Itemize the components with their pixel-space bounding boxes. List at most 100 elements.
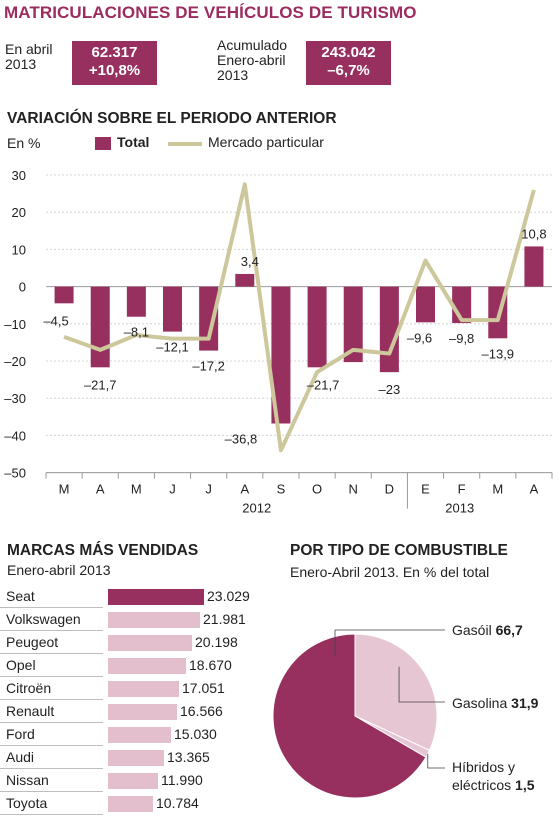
x-tick-label: S: [277, 482, 286, 497]
brand-name: Citroën: [6, 680, 52, 696]
bar-data-label: –4,5: [43, 313, 68, 328]
brand-row: Opel 18.670: [0, 654, 250, 677]
x-tick-label: O: [312, 482, 322, 497]
fuel-chart-title: POR TIPO DE COMBUSTIBLE: [290, 542, 508, 559]
brand-bar: [108, 635, 192, 651]
fuel-pie-chart: [272, 629, 445, 799]
pie-slice-gasoil: [272, 633, 427, 799]
x-tick-label: A: [240, 482, 249, 497]
brand-row: Nissan 11.990: [0, 769, 250, 792]
pie-label-value: 31,9: [511, 695, 539, 711]
kpi-april-label: En abril 2013: [5, 42, 52, 72]
pie-slice-gasolina: [354, 633, 438, 751]
bar-data-label: –9,6: [407, 330, 432, 345]
kpi-label-line: 2013: [5, 56, 37, 72]
legend-total-label: Total: [117, 134, 150, 150]
bar-data-label: –17,2: [192, 359, 225, 374]
variation-chart: –4,5 –21,7 –8,1 –12,1–17,2 3,4 –36,8 –21,7 –23 –…: [4, 168, 553, 516]
brand-row: Ford 15.030: [0, 723, 250, 746]
kpi-april-change: +10,8%: [88, 62, 141, 79]
pie-label-value: 1,5: [515, 777, 535, 793]
y-tick-label: 30: [12, 168, 26, 183]
brand-bar: [108, 773, 158, 789]
bar-data-label: –12,1: [156, 340, 189, 355]
x-tick-label: E: [421, 482, 430, 497]
bar-total: [271, 286, 291, 424]
kpi-ytd-label: Acumulado Enero-abril 2013: [217, 38, 287, 83]
brand-bar: [108, 589, 204, 605]
pie-leader-line: [334, 629, 445, 656]
x-tick-label: M: [492, 482, 503, 497]
brand-separator: [0, 791, 103, 792]
bar-total: [343, 286, 363, 363]
year-label: 2013: [445, 501, 474, 516]
brand-value: 21.981: [203, 611, 246, 627]
brand-name: Audi: [6, 749, 35, 765]
x-tick-label: M: [59, 482, 70, 497]
brand-value: 20.198: [195, 634, 238, 650]
brand-row: Seat 23.029: [0, 585, 250, 608]
y-tick-label: –10: [4, 317, 26, 332]
x-tick-label: J: [205, 482, 212, 497]
pie-label-gasolina: Gasolina 31,9: [452, 695, 538, 711]
y-tick-label: 0: [19, 280, 26, 295]
brand-bar: [108, 750, 164, 766]
brand-bar: [108, 796, 153, 812]
pie-label-value: 66,7: [495, 622, 523, 638]
bar-data-label: –8,1: [124, 325, 149, 340]
kpi-label-line: En abril: [5, 41, 53, 57]
brand-separator: [0, 676, 103, 677]
pie-label-name: Gasolina: [452, 695, 508, 711]
kpi-label-line: Acumulado: [217, 37, 288, 53]
y-tick-label: –20: [4, 354, 26, 369]
page-title: MATRICULACIONES DE VEHÍCULOS DE TURISMO: [4, 3, 417, 22]
brands-chart-title: MARCAS MÁS VENDIDAS: [7, 542, 199, 559]
brand-row: Volkswagen 21.981: [0, 608, 250, 631]
x-tick-label: N: [349, 482, 358, 497]
brand-name: Peugeot: [6, 634, 59, 650]
x-tick-label: A: [96, 482, 105, 497]
brand-separator: [0, 722, 103, 723]
bar-total: [199, 286, 219, 351]
y-tick-label: –40: [4, 428, 26, 443]
y-tick-label: 20: [12, 205, 26, 220]
brand-name: Toyota: [6, 795, 48, 811]
bar-data-label: –13,9: [482, 346, 515, 361]
x-tick-label: J: [169, 482, 176, 497]
brand-row: Citroën 17.051: [0, 677, 250, 700]
bar-data-label: –36,8: [225, 431, 258, 446]
bar-total: [416, 286, 435, 323]
brand-name: Seat: [6, 588, 35, 604]
brand-row: Audi 13.365: [0, 746, 250, 769]
bar-total: [163, 286, 182, 332]
x-tick-label: M: [131, 482, 142, 497]
bar-total: [524, 246, 544, 287]
brand-value: 13.365: [167, 749, 210, 765]
brand-separator: [0, 814, 103, 815]
brand-separator: [0, 653, 103, 654]
brand-bar: [108, 704, 177, 720]
pie-label-gasoil: Gasóil 66,7: [452, 622, 523, 638]
bar-total: [379, 286, 399, 373]
brand-value: 17.051: [182, 680, 225, 696]
bar-data-label: –21,7: [84, 377, 117, 392]
brand-bar: [108, 681, 179, 697]
pie-leader-line: [427, 753, 445, 769]
brand-name: Ford: [6, 726, 35, 742]
bar-data-label: –21,7: [307, 377, 340, 392]
legend-total-swatch: [95, 137, 111, 150]
kpi-april-value: 62.317: [91, 44, 138, 61]
brand-separator: [0, 768, 103, 769]
pie-label-name: Híbridos y: [452, 759, 516, 775]
legend-particular-line: [168, 142, 202, 146]
brand-value: 15.030: [174, 726, 217, 742]
brand-name: Nissan: [6, 772, 49, 788]
brand-value: 23.029: [207, 588, 250, 604]
brand-value: 16.566: [180, 703, 223, 719]
bar-data-label: 3,4: [241, 254, 259, 269]
brand-separator: [0, 630, 103, 631]
pie-label-name: Gasóil: [452, 622, 492, 638]
x-tick-label: F: [458, 482, 466, 497]
kpi-april-box: 62.317 +10,8%: [72, 41, 157, 85]
brand-value: 18.670: [189, 657, 232, 673]
